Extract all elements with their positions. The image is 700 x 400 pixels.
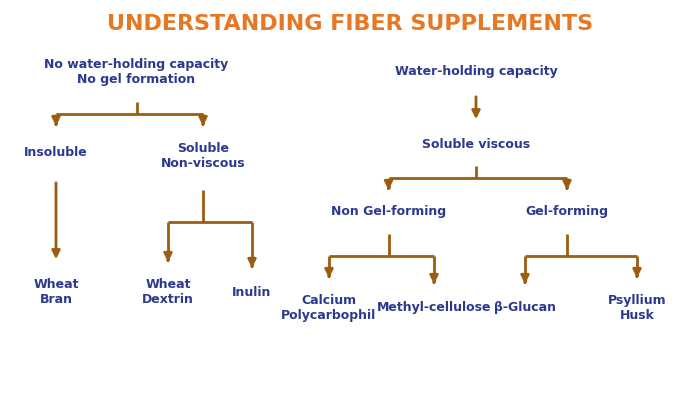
- Text: Inulin: Inulin: [232, 286, 272, 298]
- Text: Wheat
Dextrin: Wheat Dextrin: [142, 278, 194, 306]
- Text: Non Gel-forming: Non Gel-forming: [331, 206, 446, 218]
- Text: Methyl-cellulose: Methyl-cellulose: [377, 302, 491, 314]
- Text: Gel-forming: Gel-forming: [526, 206, 608, 218]
- Text: Calcium
Polycarbophil: Calcium Polycarbophil: [281, 294, 377, 322]
- Text: Soluble viscous: Soluble viscous: [422, 138, 530, 150]
- Text: UNDERSTANDING FIBER SUPPLEMENTS: UNDERSTANDING FIBER SUPPLEMENTS: [107, 14, 593, 34]
- Text: β-Glucan: β-Glucan: [494, 302, 556, 314]
- Text: No water-holding capacity
No gel formation: No water-holding capacity No gel formati…: [44, 58, 229, 86]
- Text: Soluble
Non-viscous: Soluble Non-viscous: [161, 142, 245, 170]
- Text: Psyllium
Husk: Psyllium Husk: [608, 294, 666, 322]
- Text: Wheat
Bran: Wheat Bran: [34, 278, 78, 306]
- Text: Insoluble: Insoluble: [24, 146, 88, 158]
- Text: Water-holding capacity: Water-holding capacity: [395, 66, 557, 78]
